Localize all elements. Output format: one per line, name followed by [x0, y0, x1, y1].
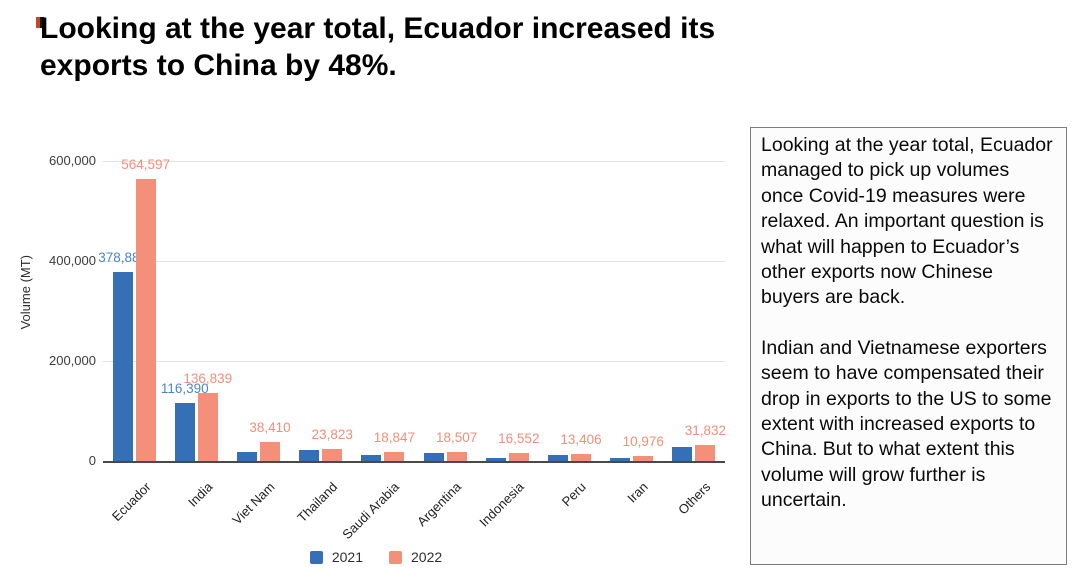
y-tick-400,000: 400,000 [49, 253, 96, 268]
bar-chart: Volume (MT) 378,888 564,597 116,390 136,839… [10, 125, 742, 580]
bar-column-2021: 116,390 [161, 141, 209, 461]
commentary-paragraph-2: Indian and Vietnamese exporters seem to … [761, 336, 1052, 512]
x-axis-label-others: Others [675, 479, 714, 518]
bar-value-label: 18,507 [435, 429, 478, 445]
bar-column-2022: 136,839 [183, 141, 232, 461]
bar-2021-others [672, 446, 693, 461]
bar-value-label: 116,390 [160, 380, 209, 396]
chart-legend: 2021 2022 [10, 549, 742, 565]
commentary-box: Looking at the year total, Ecuador manag… [750, 127, 1067, 565]
bar-column-2022: 13,406 [560, 141, 602, 461]
bar-column-2021 [485, 141, 506, 461]
legend-swatch-2021 [309, 550, 323, 564]
bar-group-others: 31,832 [663, 141, 726, 461]
bar-2021-thailand [299, 450, 320, 461]
legend-item-2022: 2022 [389, 549, 442, 565]
x-axis-label-thailand: Thailand [294, 479, 341, 526]
bar-group-peru: 13,406 [538, 141, 602, 461]
bar-2021-ecuador [112, 271, 133, 461]
x-axis-label-argentina: Argentina [414, 479, 465, 530]
bar-column-2021 [672, 141, 693, 461]
bar-value-label: 13,406 [560, 432, 602, 448]
y-tick-0: 0 [88, 453, 96, 468]
bar-column-2022: 18,507 [436, 141, 477, 461]
bar-column-2021: 378,888 [98, 141, 147, 461]
bar-column-2022: 23,823 [312, 141, 353, 461]
bar-2022-argentina [446, 451, 467, 461]
bar-2022-saudi-arabia [384, 451, 405, 461]
bar-2021-peru [548, 454, 569, 461]
bar-column-2021 [237, 141, 257, 461]
bar-column-2022: 564,597 [121, 141, 170, 461]
bar-column-2022: 18,847 [374, 141, 415, 461]
x-axis-label-india: India [185, 479, 216, 510]
legend-swatch-2022 [389, 550, 402, 564]
page-title-line-1: Looking at the year total, Ecuador incre… [40, 12, 716, 45]
bar-column-2022: 31,832 [685, 141, 726, 461]
bar-2022-india [197, 392, 218, 461]
bar-group-india: 116,390 136,839 [161, 141, 232, 461]
x-axis-label-indonesia: Indonesia [476, 479, 527, 530]
x-axis-label-iran: Iran [624, 479, 652, 506]
x-axis-label-viet-nam: Viet Nam [229, 479, 278, 528]
legend-label-2022: 2022 [411, 549, 443, 565]
bar-value-label: 18,847 [373, 429, 416, 445]
bar-2022-viet-nam [260, 441, 280, 461]
bar-column-2021 [361, 141, 382, 461]
bar-group-viet-nam: 38,410 [227, 141, 291, 461]
page-title: Looking at the year total, Ecuador incre… [40, 10, 770, 84]
x-axis-labels: Ecuador India Viet Nam Thailand Saudi Arabia… [103, 473, 725, 545]
bar-2022-peru [571, 454, 592, 461]
bar-column-2021 [423, 141, 444, 461]
y-tick-200,000: 200,000 [49, 353, 96, 368]
x-axis-label-peru: Peru [558, 479, 589, 510]
bar-value-label: 136,839 [183, 370, 233, 386]
x-axis-label-saudi-arabia: Saudi Arabia [339, 479, 403, 542]
bar-2021-iran [610, 458, 631, 461]
bar-2022-ecuador [135, 178, 156, 461]
bar-2022-others [695, 445, 716, 461]
bar-group-iran: 10,976 [601, 141, 664, 461]
x-axis-label-ecuador: Ecuador [108, 479, 154, 525]
bar-value-label: 38,410 [249, 419, 291, 435]
bar-value-label: 23,823 [311, 427, 353, 443]
bar-column-2021 [299, 141, 320, 461]
bar-group-saudi-arabia: 18,847 [352, 141, 415, 461]
legend-item-2021: 2021 [309, 549, 363, 565]
bar-2022-indonesia [508, 452, 529, 461]
gridline-200,000 [103, 361, 725, 362]
bar-value-label: 10,976 [622, 433, 664, 449]
title-accent-mark [36, 17, 44, 28]
bar-column-2022: 16,552 [498, 141, 539, 461]
commentary-paragraph-1: Looking at the year total, Ecuador manag… [761, 134, 1053, 309]
bar-value-label: 16,552 [498, 430, 540, 446]
plot-area: 378,888 564,597 116,390 136,839 38,410 23,823… [98, 141, 726, 463]
bar-group-indonesia: 16,552 [476, 141, 539, 461]
bar-group-thailand: 23,823 [290, 141, 353, 461]
bar-column-2022: 38,410 [249, 141, 291, 461]
bar-column-2022: 10,976 [623, 141, 664, 461]
gridline-600,000 [103, 161, 725, 162]
page-title-line-2: exports to China by 48%. [40, 49, 397, 82]
bar-2022-thailand [322, 449, 343, 461]
bar-2021-indonesia [485, 457, 506, 461]
bar-2022-iran [633, 455, 654, 461]
bar-2021-india [174, 402, 195, 461]
bar-2021-viet-nam [237, 452, 257, 461]
bar-value-label: 564,597 [121, 156, 170, 172]
legend-label-2021: 2021 [331, 549, 363, 565]
y-tick-600,000: 600,000 [49, 153, 96, 168]
bar-2021-saudi-arabia [361, 454, 382, 461]
bar-value-label: 378,888 [98, 249, 147, 265]
bar-2021-argentina [423, 453, 444, 461]
bar-group-argentina: 18,507 [414, 141, 477, 461]
bar-column-2021 [548, 141, 569, 461]
bar-column-2021 [610, 141, 631, 461]
bar-value-label: 31,832 [684, 423, 727, 439]
bar-group-ecuador: 378,888 564,597 [98, 141, 170, 461]
gridline-400,000 [103, 261, 725, 262]
